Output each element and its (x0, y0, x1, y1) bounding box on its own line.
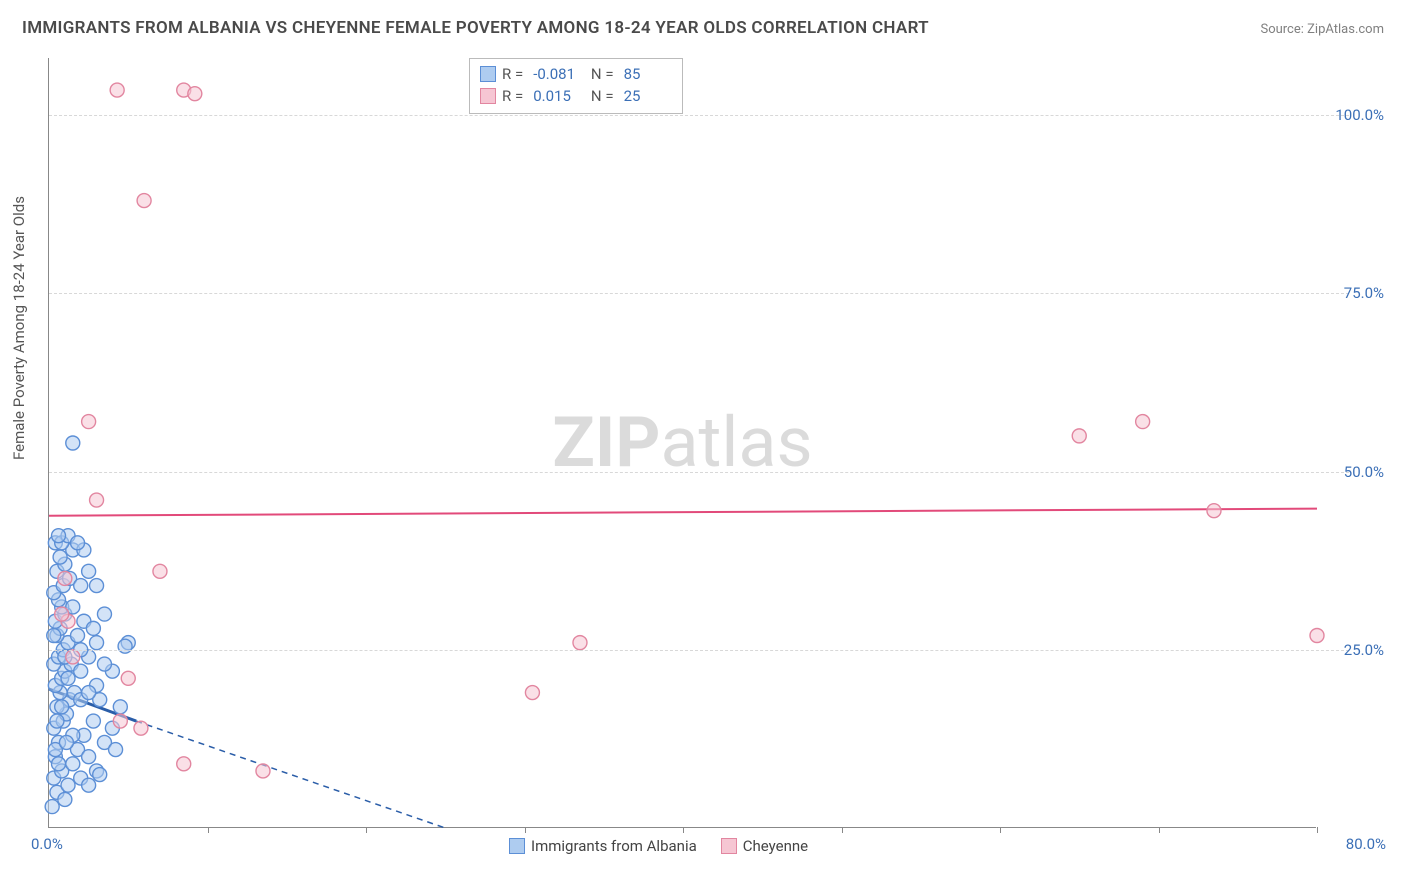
legend-bottom-item-1: Immigrants from Albania (509, 837, 697, 855)
gridline (49, 115, 1349, 116)
scatter-point (188, 87, 202, 101)
scatter-point (1207, 504, 1221, 518)
scatter-point (71, 629, 85, 643)
scatter-point (47, 629, 61, 643)
legend-correlation-box: R = -0.081 N = 85 R = 0.015 N = 25 (469, 58, 683, 114)
legend-swatch-1 (480, 66, 496, 82)
scatter-point (66, 757, 80, 771)
trend-line (49, 509, 1317, 516)
legend-bottom-item-2: Cheyenne (721, 837, 808, 855)
scatter-point (525, 686, 539, 700)
y-tick-label: 25.0% (1344, 641, 1384, 659)
scatter-point (90, 636, 104, 650)
scatter-point (66, 436, 80, 450)
trend-line-dash (136, 721, 445, 828)
scatter-point (82, 564, 96, 578)
y-axis-label: Female Poverty Among 18-24 Year Olds (10, 196, 28, 460)
y-tick-label: 100.0% (1335, 106, 1384, 124)
scatter-point (66, 650, 80, 664)
legend-bottom: Immigrants from Albania Cheyenne (509, 837, 808, 855)
scatter-point (53, 550, 67, 564)
x-tick (1317, 827, 1318, 833)
legend-swatch-1b (509, 838, 525, 854)
legend-n-value-2: 25 (624, 85, 672, 107)
scatter-point (134, 721, 148, 735)
scatter-point (61, 778, 75, 792)
chart-title: IMMIGRANTS FROM ALBANIA VS CHEYENNE FEMA… (22, 18, 929, 38)
scatter-point (82, 415, 96, 429)
y-tick-label: 75.0% (1344, 284, 1384, 302)
scatter-point (1310, 629, 1324, 643)
legend-bottom-label-1: Immigrants from Albania (531, 837, 697, 855)
legend-n-value-1: 85 (624, 63, 672, 85)
scatter-point (82, 686, 96, 700)
scatter-point (93, 768, 107, 782)
scatter-point (52, 529, 66, 543)
scatter-point (61, 671, 75, 685)
x-tick (1159, 827, 1160, 833)
x-tick (366, 827, 367, 833)
scatter-point (52, 757, 66, 771)
x-tick (525, 827, 526, 833)
gridline (49, 293, 1349, 294)
scatter-point (121, 671, 135, 685)
y-tick-label: 50.0% (1344, 463, 1384, 481)
legend-bottom-label-2: Cheyenne (743, 837, 808, 855)
scatter-point (55, 700, 69, 714)
scatter-point (1072, 429, 1086, 443)
scatter-point (45, 800, 59, 814)
scatter-point (153, 564, 167, 578)
source-attribution: Source: ZipAtlas.com (1260, 22, 1384, 37)
legend-r-value-1: -0.081 (533, 63, 581, 85)
scatter-point (74, 664, 88, 678)
scatter-point (118, 639, 132, 653)
scatter-point (86, 714, 100, 728)
scatter-point (71, 536, 85, 550)
x-axis-end-label: 80.0% (1346, 835, 1386, 853)
scatter-point (109, 743, 123, 757)
scatter-point (137, 194, 151, 208)
x-tick (683, 827, 684, 833)
x-tick (842, 827, 843, 833)
scatter-point (55, 607, 69, 621)
scatter-point (177, 757, 191, 771)
scatter-point (59, 735, 73, 749)
scatter-point (86, 621, 100, 635)
legend-row-1: R = -0.081 N = 85 (480, 63, 672, 85)
legend-r-label: R = (502, 63, 523, 85)
legend-r-value-2: 0.015 (533, 85, 581, 107)
scatter-point (113, 714, 127, 728)
legend-n-label: N = (587, 63, 613, 85)
scatter-point (58, 792, 72, 806)
gridline (49, 472, 1349, 473)
legend-swatch-2 (480, 88, 496, 104)
scatter-svg (49, 58, 1316, 827)
x-axis-origin-label: 0.0% (31, 835, 63, 853)
scatter-point (573, 636, 587, 650)
scatter-point (74, 579, 88, 593)
scatter-point (1136, 415, 1150, 429)
scatter-point (256, 764, 270, 778)
scatter-point (82, 778, 96, 792)
x-tick (208, 827, 209, 833)
legend-swatch-2b (721, 838, 737, 854)
scatter-point (50, 714, 64, 728)
scatter-point (90, 493, 104, 507)
x-tick (1000, 827, 1001, 833)
scatter-point (90, 579, 104, 593)
plot-area: ZIPatlas R = -0.081 N = 85 R = 0.015 N =… (48, 58, 1316, 828)
scatter-point (97, 607, 111, 621)
scatter-point (82, 750, 96, 764)
legend-n-label: N = (587, 85, 613, 107)
scatter-point (58, 571, 72, 585)
legend-row-2: R = 0.015 N = 25 (480, 85, 672, 107)
scatter-point (110, 83, 124, 97)
scatter-point (97, 657, 111, 671)
legend-r-label: R = (502, 85, 523, 107)
gridline (49, 650, 1349, 651)
scatter-point (113, 700, 127, 714)
